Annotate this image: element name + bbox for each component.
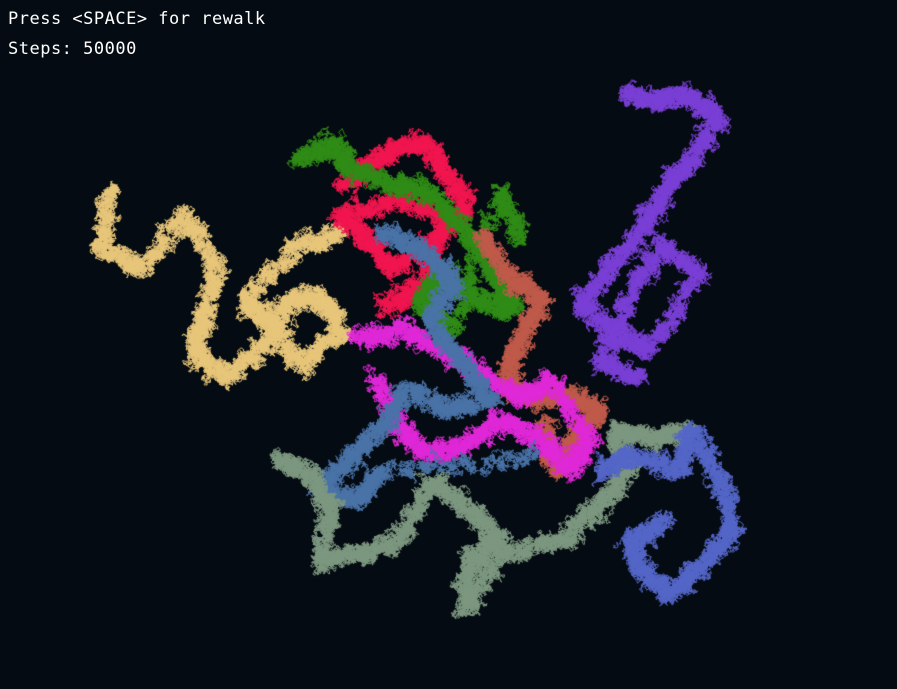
steps-counter: Steps: 50000 [8,39,137,59]
rewalk-instruction: Press <SPACE> for rewalk [8,9,266,29]
steps-value: 50000 [83,39,137,59]
steps-label: Steps: [8,39,73,59]
